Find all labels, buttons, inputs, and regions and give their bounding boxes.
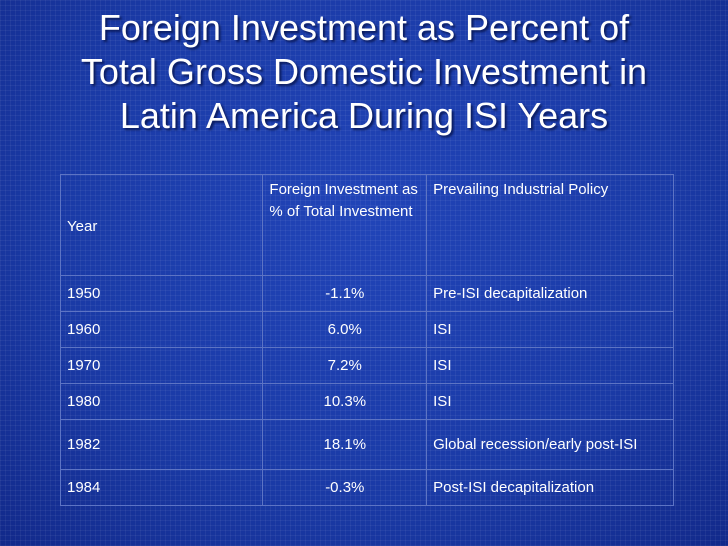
table-row: 1960 6.0% ISI <box>59 311 674 348</box>
table-row: 1984 -0.3% Post-ISI decapitalization <box>59 469 674 506</box>
cell-pct: 6.0% <box>262 311 428 348</box>
table-row: 1980 10.3% ISI <box>59 383 674 420</box>
cell-year: 1950 <box>59 275 264 312</box>
cell-year: 1984 <box>59 469 264 506</box>
header-policy: Prevailing Industrial Policy <box>426 174 674 276</box>
cell-pct: 7.2% <box>262 347 428 384</box>
cell-pct: -1.1% <box>262 275 428 312</box>
slide-title: Foreign Investment as Percent of Total G… <box>0 6 728 138</box>
cell-year: 1982 <box>59 419 264 470</box>
title-line-3: Latin America During ISI Years <box>119 95 609 136</box>
header-year: Year <box>59 174 264 276</box>
table-header-row: Year Foreign Investment as % of Total In… <box>59 174 674 276</box>
cell-pct: 18.1% <box>262 419 428 470</box>
table-row: 1982 18.1% Global recession/early post-I… <box>59 419 674 470</box>
header-foreign-investment: Foreign Investment as % of Total Investm… <box>262 174 428 276</box>
cell-year: 1980 <box>59 383 264 420</box>
cell-policy: Pre-ISI decapitalization <box>426 275 674 312</box>
cell-pct: 10.3% <box>262 383 428 420</box>
investment-table: Year Foreign Investment as % of Total In… <box>59 174 674 506</box>
cell-policy: Global recession/early post-ISI <box>426 419 674 470</box>
cell-policy: ISI <box>426 347 674 384</box>
cell-year: 1960 <box>59 311 264 348</box>
cell-policy: ISI <box>426 383 674 420</box>
title-line-2: Total Gross Domestic Investment in <box>80 51 648 92</box>
cell-year: 1970 <box>59 347 264 384</box>
table-row: 1950 -1.1% Pre-ISI decapitalization <box>59 275 674 312</box>
cell-policy: Post-ISI decapitalization <box>426 469 674 506</box>
table-row: 1970 7.2% ISI <box>59 347 674 384</box>
title-line-1: Foreign Investment as Percent of <box>98 7 630 48</box>
cell-policy: ISI <box>426 311 674 348</box>
cell-pct: -0.3% <box>262 469 428 506</box>
